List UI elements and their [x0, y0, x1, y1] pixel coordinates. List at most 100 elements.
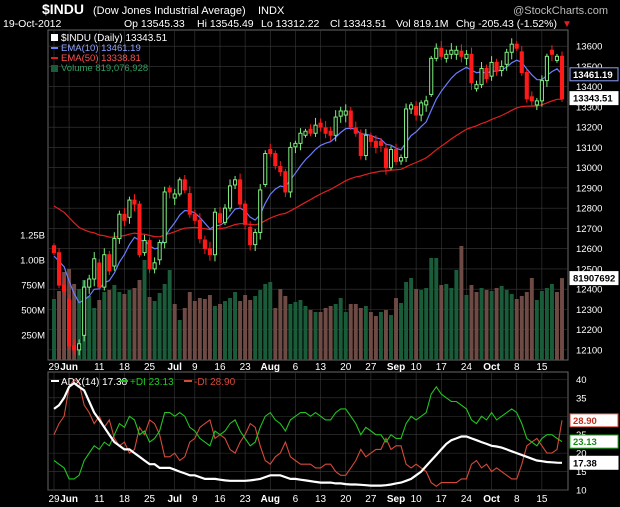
volume-bar: [303, 306, 308, 360]
x-tick-label-bottom: Oct: [483, 494, 500, 505]
adx-tick-label: 40: [576, 375, 587, 386]
x-tick-label-bottom: 10: [411, 494, 423, 505]
candle-down: [56, 252, 62, 286]
volume-tick-label: 1.25B: [20, 231, 45, 242]
x-tick-label-bottom: Jun: [60, 494, 78, 505]
price-tick-label: 13400: [576, 82, 602, 93]
x-tick-label-bottom: 23: [240, 494, 252, 505]
candle-up: [539, 80, 544, 102]
x-tick-label-bottom: 29: [48, 494, 60, 505]
candle-up: [388, 148, 394, 169]
legend-plus-di: +DI 23.13: [130, 377, 174, 388]
adx-tick-label: 20: [576, 449, 587, 460]
candle-up: [424, 100, 429, 106]
adx-tick-label: 35: [576, 393, 587, 404]
candle-down: [97, 262, 102, 288]
volume-bar: [308, 310, 313, 360]
candle-up: [474, 84, 479, 90]
volume-bar: [368, 312, 373, 360]
volume-bar: [187, 292, 192, 360]
volume-bar: [202, 299, 207, 360]
candle-up: [333, 116, 338, 136]
watermark: @StockCharts.com: [513, 5, 608, 17]
candle-down: [373, 140, 378, 148]
x-tick-label-bottom: 13: [315, 494, 327, 505]
x-tick-label-bottom: 18: [119, 494, 131, 505]
volume-tick-label: 1.00B: [20, 256, 45, 267]
volume-badge: 81907692: [573, 274, 615, 285]
x-tick-label: 17: [436, 362, 448, 373]
candle-down: [217, 213, 223, 223]
ema10-badge-box: [569, 67, 619, 82]
close-badge-box: [569, 91, 619, 106]
volume-bar: [177, 320, 182, 360]
x-tick-label: 18: [119, 362, 131, 373]
candle-up: [92, 258, 97, 280]
x-tick-label-bottom: 25: [144, 494, 156, 505]
candle-up: [82, 286, 87, 336]
candle-up: [293, 142, 298, 148]
candle-up: [504, 51, 509, 65]
x-tick-label: 15: [536, 362, 548, 373]
legend-minus-di: -DI 28.90: [194, 377, 236, 388]
volume-bar: [514, 299, 519, 360]
x-tick-label-bottom: Jul: [167, 494, 182, 505]
volume-bar: [328, 306, 333, 360]
candle-up: [157, 242, 162, 261]
volume-bar: [363, 306, 368, 360]
candle-down: [524, 72, 529, 100]
volume-bar: [278, 289, 283, 360]
volume-bar: [560, 278, 564, 360]
volume-bar: [207, 295, 212, 360]
volume-bar: [167, 270, 172, 360]
volume-bar: [383, 310, 388, 360]
price-tick-label: 12200: [576, 325, 602, 336]
x-tick-label: 16: [214, 362, 226, 373]
candle-down: [122, 213, 127, 221]
x-tick-label-bottom: Aug: [261, 494, 280, 505]
x-tick-label-bottom: 8: [514, 494, 520, 505]
x-tick-label-bottom: 27: [365, 494, 377, 505]
ema10-badge: 13461.19: [573, 70, 613, 81]
candle-down: [414, 105, 419, 116]
volume-bar: [192, 301, 197, 360]
candle-up: [429, 57, 434, 95]
volume-bar: [62, 272, 67, 360]
candle-down: [192, 213, 197, 221]
volume-bar: [263, 284, 268, 360]
x-tick-label-bottom: Sep: [387, 494, 405, 505]
volume-bar: [323, 308, 328, 360]
candle-down: [268, 148, 273, 154]
volume-bar: [555, 292, 559, 360]
header-volume: Vol 819.1M: [396, 18, 449, 30]
candle-up: [233, 179, 238, 186]
candle-up: [444, 53, 449, 59]
volume-bar: [394, 298, 398, 360]
candle-down: [248, 226, 253, 246]
volume-bar: [298, 300, 303, 360]
candle-down: [469, 53, 474, 84]
legend-ema50: EMA(50) 13338.81: [61, 53, 141, 64]
x-tick-label-bottom: 20: [340, 494, 352, 505]
adx-badge: 17.38: [573, 458, 597, 469]
price-legend: $INDU (Daily) 13343.51 EMA(10) 13461.19 …: [51, 33, 168, 74]
x-tick-label-bottom: 16: [214, 494, 226, 505]
candle-down: [378, 140, 383, 146]
down-arrow-icon: ▼: [562, 19, 572, 30]
x-tick-label: 27: [365, 362, 377, 373]
volume-bar: [469, 285, 474, 360]
volume-bar: [97, 300, 102, 360]
volume-bar: [248, 300, 253, 360]
x-tick-label: 6: [293, 362, 299, 373]
candle-up: [554, 55, 560, 61]
volume-bar: [389, 315, 393, 360]
volume-bar: [127, 290, 132, 360]
x-tick-label: 9: [192, 362, 198, 373]
legend-main-swatch: [51, 34, 58, 41]
price-tick-label: 12300: [576, 305, 602, 316]
volume-bar: [72, 284, 77, 360]
volume-bar: [273, 308, 278, 360]
header-high: Hi 13545.49: [197, 18, 254, 30]
candle-up: [313, 124, 318, 134]
candle-down: [529, 96, 534, 102]
